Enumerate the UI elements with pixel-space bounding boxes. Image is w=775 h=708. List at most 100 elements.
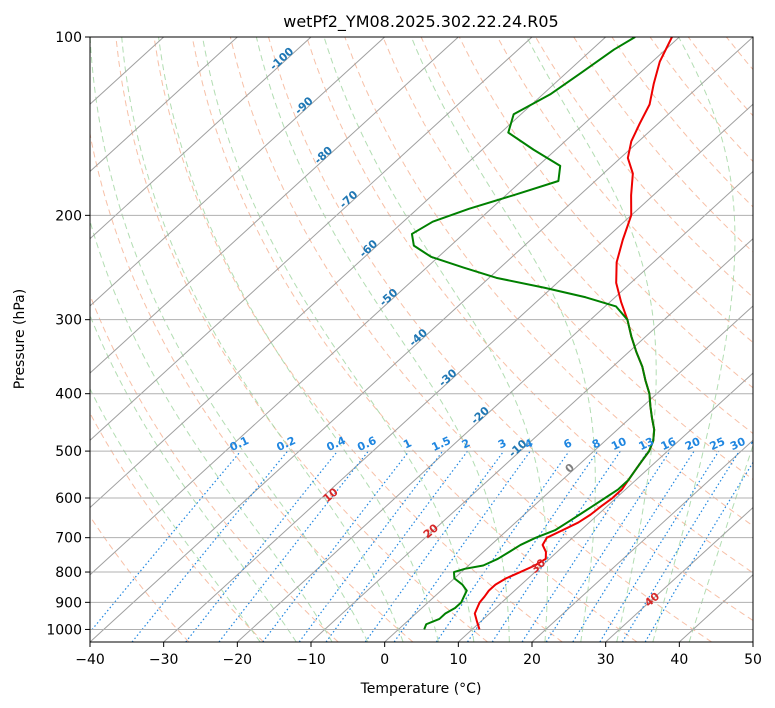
background-lines xyxy=(90,37,775,642)
mixing-ratio-label: 36 xyxy=(749,435,769,453)
y-tick-label: 200 xyxy=(55,208,82,224)
x-tick-label: −30 xyxy=(149,652,179,668)
mixing-ratio-line xyxy=(435,450,570,642)
moist-adiabat xyxy=(323,37,549,642)
isotherm-label: -50 xyxy=(377,286,401,309)
dry-adiabat xyxy=(153,37,563,642)
y-tick-label: 500 xyxy=(55,444,82,460)
dry-adiabat xyxy=(611,37,753,208)
moist-adiabat xyxy=(688,443,753,642)
mixing-ratio-line xyxy=(185,450,339,642)
moist-adiabat xyxy=(652,37,736,642)
isotherm xyxy=(384,305,753,642)
x-tick-label: 0 xyxy=(380,652,389,668)
isotherm xyxy=(163,103,753,642)
moist-adiabat xyxy=(90,219,333,642)
mixing-ratio-label: 30 xyxy=(728,435,748,453)
y-tick-label: 800 xyxy=(55,565,82,581)
mixing-ratio-line xyxy=(218,450,369,642)
isotherm xyxy=(90,37,607,509)
mixing-ratio-line xyxy=(90,450,242,634)
isotherm xyxy=(90,37,312,240)
moist-adiabat xyxy=(255,37,510,642)
mixing-ratio-label: 13 xyxy=(637,435,656,453)
dry-adiabat xyxy=(765,37,775,642)
y-axis: 100 200 300 400 500 600 700 800 900 1000 xyxy=(46,30,90,638)
mixing-ratio-line xyxy=(325,450,469,642)
dry-adiabat xyxy=(725,37,753,71)
moist-adiabat xyxy=(410,37,596,642)
isotherm-label: -90 xyxy=(292,94,316,117)
dry-adiabat xyxy=(90,412,264,642)
mixing-ratio-line xyxy=(545,450,671,642)
y-tick-label: 100 xyxy=(55,30,82,46)
y-tick-label: 1000 xyxy=(46,622,82,638)
moist-adiabat xyxy=(121,37,404,642)
y-tick-label: 600 xyxy=(55,491,82,507)
dry-adiabat xyxy=(687,37,753,117)
isotherm xyxy=(531,439,753,642)
dry-adiabat xyxy=(268,37,753,622)
y-tick-label: 300 xyxy=(55,313,82,329)
isotherm xyxy=(457,372,753,642)
mixing-ratio-label: 1 xyxy=(401,436,413,451)
isotherm-label: -60 xyxy=(357,237,381,260)
moist-adiabat xyxy=(90,37,369,642)
isotherm xyxy=(236,170,753,642)
dry-adiabat xyxy=(115,37,488,642)
mixing-ratio-line xyxy=(262,450,410,642)
plot-frame xyxy=(89,36,754,643)
mixing-ratio-line xyxy=(599,450,720,642)
dry-adiabat xyxy=(90,131,414,642)
mixing-ratio-line xyxy=(467,450,599,642)
moist-adiabat xyxy=(158,37,439,642)
mixing-ratio-line xyxy=(131,450,289,642)
dry-adiabat xyxy=(535,37,753,298)
mixing-ratio-label: 2 xyxy=(460,436,472,451)
x-tick-label: 20 xyxy=(523,652,541,668)
y-tick-label: 900 xyxy=(55,595,82,611)
dry-adiabat xyxy=(229,37,712,642)
line-labels: -100-90-80-70-60-50-40-30-20-10010203040… xyxy=(228,45,769,610)
isotherm-label: -20 xyxy=(468,404,492,427)
pressure-grid xyxy=(90,37,753,630)
dry-adiabat xyxy=(497,37,753,344)
isotherm xyxy=(605,506,753,642)
chart-title: wetPf2_YM08.2025.302.22.24.R05 xyxy=(283,12,558,32)
isotherm xyxy=(90,37,680,576)
x-tick-label: 40 xyxy=(670,652,688,668)
isotherm xyxy=(90,37,753,642)
dry-adiabat xyxy=(191,37,638,642)
moist-adiabat xyxy=(90,387,261,642)
isotherm xyxy=(752,641,753,642)
isotherm xyxy=(90,37,459,374)
dry-adiabat xyxy=(306,37,753,574)
x-tick-label: 10 xyxy=(449,652,467,668)
mixing-ratio-line xyxy=(364,450,505,642)
x-tick-label: −20 xyxy=(223,652,253,668)
mixing-ratio-label: 6 xyxy=(561,436,574,451)
isotherm-label: -70 xyxy=(337,188,361,211)
mixing-ratio-label: 16 xyxy=(659,435,679,453)
mixing-ratio-line xyxy=(521,450,649,642)
mixing-ratio-label: 25 xyxy=(708,435,727,453)
moist-adiabat xyxy=(90,314,297,642)
dry-adiabat xyxy=(573,37,753,253)
x-tick-label: 50 xyxy=(744,652,762,668)
isotherm-label: -30 xyxy=(436,366,460,389)
isotherm-label: -40 xyxy=(407,326,431,349)
mixing-ratio-line xyxy=(621,450,740,642)
mixing-ratio-line xyxy=(572,450,695,642)
mixing-ratio-line xyxy=(491,450,621,642)
x-axis: −40 −30 −20 −10 0 10 20 30 40 50 xyxy=(75,642,762,668)
mixing-ratio-label: 10 xyxy=(609,435,629,453)
mixing-ratio-line xyxy=(393,450,531,642)
x-tick-label: 30 xyxy=(597,652,615,668)
isotherm xyxy=(90,37,533,442)
isotherm xyxy=(90,37,386,307)
mixing-ratio-label: 20 xyxy=(683,435,703,453)
y-tick-label: 400 xyxy=(55,387,82,403)
dry-adiabat xyxy=(649,37,753,163)
x-tick-label: −10 xyxy=(296,652,326,668)
